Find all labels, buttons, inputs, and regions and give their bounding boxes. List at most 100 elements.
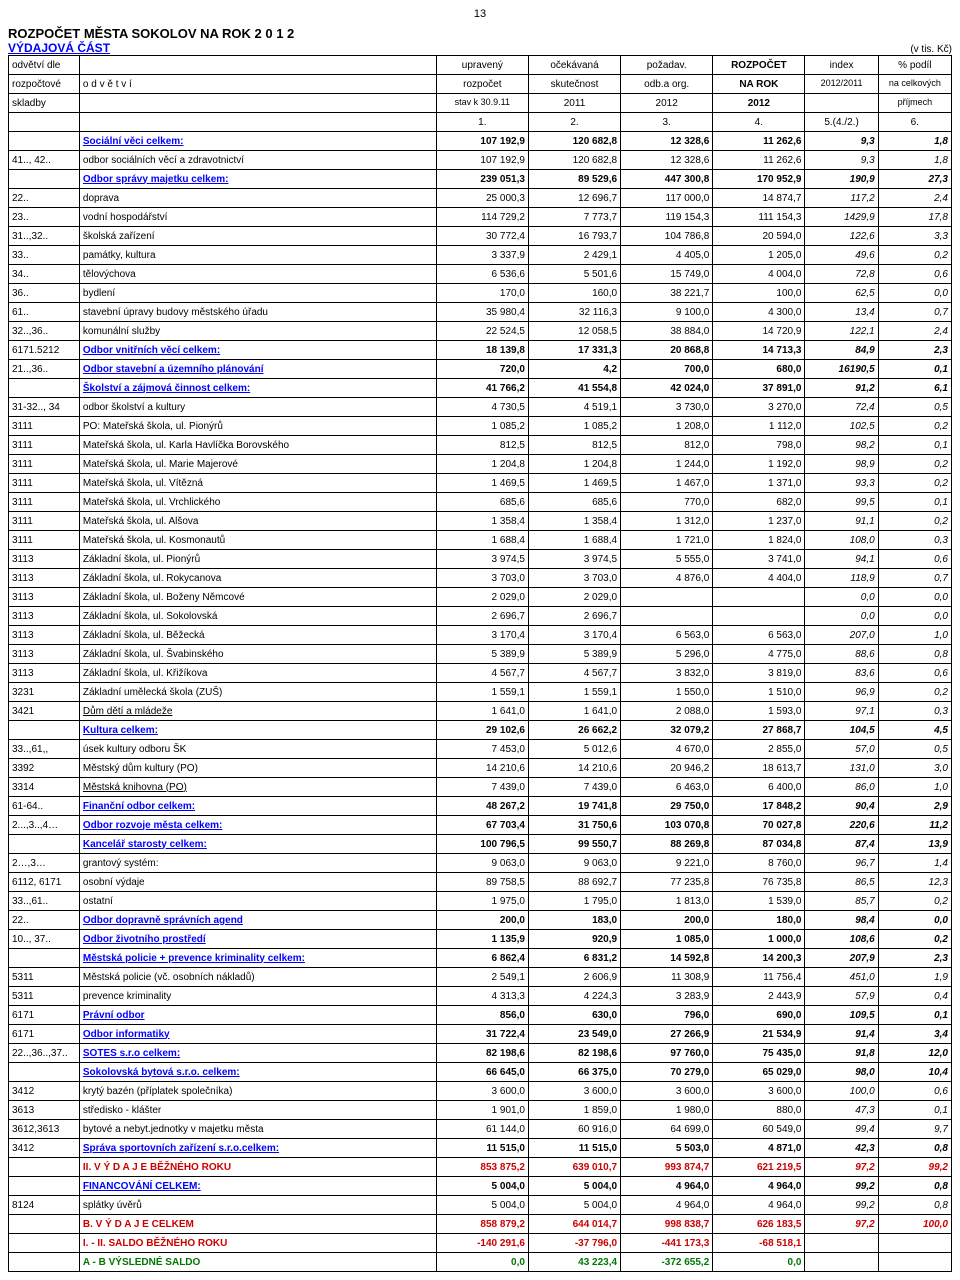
- row-val: 72,4: [805, 398, 878, 417]
- row-val: 60 916,0: [528, 1120, 620, 1139]
- row-val: 4 519,1: [528, 398, 620, 417]
- row-val: 5 503,0: [621, 1139, 713, 1158]
- row-val: 0,8: [878, 1177, 951, 1196]
- row-label: osobní výdaje: [79, 873, 436, 892]
- row-val: 2 088,0: [621, 702, 713, 721]
- row-val: 2 029,0: [436, 588, 528, 607]
- row-label: Odbor dopravně správních agend: [79, 911, 436, 930]
- row-label: Dům dětí a mládeže: [79, 702, 436, 721]
- row-val: 117 000,0: [621, 189, 713, 208]
- row-val: 11 515,0: [436, 1139, 528, 1158]
- row-val: 682,0: [713, 493, 805, 512]
- hdr: odvětví dle: [9, 56, 80, 75]
- row-val: 90,4: [805, 797, 878, 816]
- row-label: ostatní: [79, 892, 436, 911]
- row-val: 87 034,8: [713, 835, 805, 854]
- row-val: 1 312,0: [621, 512, 713, 531]
- row-val: 86,5: [805, 873, 878, 892]
- row-code: 3613: [9, 1101, 80, 1120]
- row-val: 97,1: [805, 702, 878, 721]
- row-val: 220,6: [805, 816, 878, 835]
- row-val: 2 696,7: [436, 607, 528, 626]
- row-val: 47,3: [805, 1101, 878, 1120]
- hdr: ROZPOČET: [713, 56, 805, 75]
- hdr: 2012: [713, 94, 805, 113]
- row-label: odbor školství a kultury: [79, 398, 436, 417]
- row-label: Odbor vnitřních věcí celkem:: [79, 341, 436, 360]
- row-val: 20 946,2: [621, 759, 713, 778]
- row-label: Mateřská škola, ul. Kosmonautů: [79, 531, 436, 550]
- row-label: Finanční odbor celkem:: [79, 797, 436, 816]
- row-val: 108,0: [805, 531, 878, 550]
- row-code: 3421: [9, 702, 80, 721]
- row-val: 0,8: [878, 1139, 951, 1158]
- row-val: 41 554,8: [528, 379, 620, 398]
- row-val: 0,7: [878, 569, 951, 588]
- row-code: 41.., 42..: [9, 151, 80, 170]
- row-code: 6171: [9, 1025, 80, 1044]
- row-label: prevence kriminality: [79, 987, 436, 1006]
- row-val: 19 741,8: [528, 797, 620, 816]
- row-val: 4 004,0: [713, 265, 805, 284]
- row-val: 0,5: [878, 398, 951, 417]
- row-val: 770,0: [621, 493, 713, 512]
- row-val: 97,2: [805, 1158, 878, 1177]
- hdr: NA ROK: [713, 75, 805, 94]
- row-label: Městská knihovna (PO): [79, 778, 436, 797]
- row-val: 32 079,2: [621, 721, 713, 740]
- row-label: Základní škola, ul. Pionýrů: [79, 550, 436, 569]
- row-val: 1 085,2: [436, 417, 528, 436]
- row-code: 3111: [9, 417, 80, 436]
- row-val: 11 262,6: [713, 151, 805, 170]
- row-label: SOTES s.r.o celkem:: [79, 1044, 436, 1063]
- row-val: 2 696,7: [528, 607, 620, 626]
- row-val: 88 269,8: [621, 835, 713, 854]
- row-val: 3 600,0: [713, 1082, 805, 1101]
- row-val: 4 405,0: [621, 246, 713, 265]
- hdr: odb.a org.: [621, 75, 713, 94]
- row-label: PO: Mateřská škola, ul. Pionýrů: [79, 417, 436, 436]
- row-val: 5 555,0: [621, 550, 713, 569]
- row-val: 3 170,4: [528, 626, 620, 645]
- row-label: Městský dům kultury (PO): [79, 759, 436, 778]
- row-val: 5 296,0: [621, 645, 713, 664]
- row-val: 1 824,0: [713, 531, 805, 550]
- row-val: 1 358,4: [436, 512, 528, 531]
- row-val: 13,9: [878, 835, 951, 854]
- row-label: Správa sportovních zařízení s.r.o.celkem…: [79, 1139, 436, 1158]
- row-val: 11 515,0: [528, 1139, 620, 1158]
- row-val: 1 550,0: [621, 683, 713, 702]
- row-val: -140 291,6: [436, 1234, 528, 1253]
- row-val: 1 641,0: [436, 702, 528, 721]
- row-label: bydlení: [79, 284, 436, 303]
- hdr: 1.: [436, 113, 528, 132]
- row-val: 5 389,9: [528, 645, 620, 664]
- row-val: 107 192,9: [436, 132, 528, 151]
- row-val: 1 688,4: [436, 531, 528, 550]
- row-code: 3111: [9, 474, 80, 493]
- row-code: 3612,3613: [9, 1120, 80, 1139]
- budget-table: odvětví dleupravenýočekávanápožadav.ROZP…: [8, 55, 952, 1272]
- row-val: 4 224,3: [528, 987, 620, 1006]
- row-val: 104,5: [805, 721, 878, 740]
- row-label: Sokolovská bytová s.r.o. celkem:: [79, 1063, 436, 1082]
- hdr: rozpočet: [436, 75, 528, 94]
- row-val: -37 796,0: [528, 1234, 620, 1253]
- row-val: 4 300,0: [713, 303, 805, 322]
- row-val: 66 375,0: [528, 1063, 620, 1082]
- row-val: 1 975,0: [436, 892, 528, 911]
- row-val: 0,0: [805, 588, 878, 607]
- row-val: 0,6: [878, 1082, 951, 1101]
- row-val: 12 328,6: [621, 132, 713, 151]
- row-val: 70 279,0: [621, 1063, 713, 1082]
- row-val: 97,2: [805, 1215, 878, 1234]
- row-val: 82 198,6: [528, 1044, 620, 1063]
- row-val: 3,4: [878, 1025, 951, 1044]
- row-val: 1 469,5: [528, 474, 620, 493]
- title-main: ROZPOČET MĚSTA SOKOLOV NA ROK 2 0 1 2: [8, 26, 952, 41]
- row-val: 67 703,4: [436, 816, 528, 835]
- hdr: 2012: [621, 94, 713, 113]
- row-code: 3113: [9, 645, 80, 664]
- row-code: 22..,36..,37..: [9, 1044, 80, 1063]
- row-val: 97 760,0: [621, 1044, 713, 1063]
